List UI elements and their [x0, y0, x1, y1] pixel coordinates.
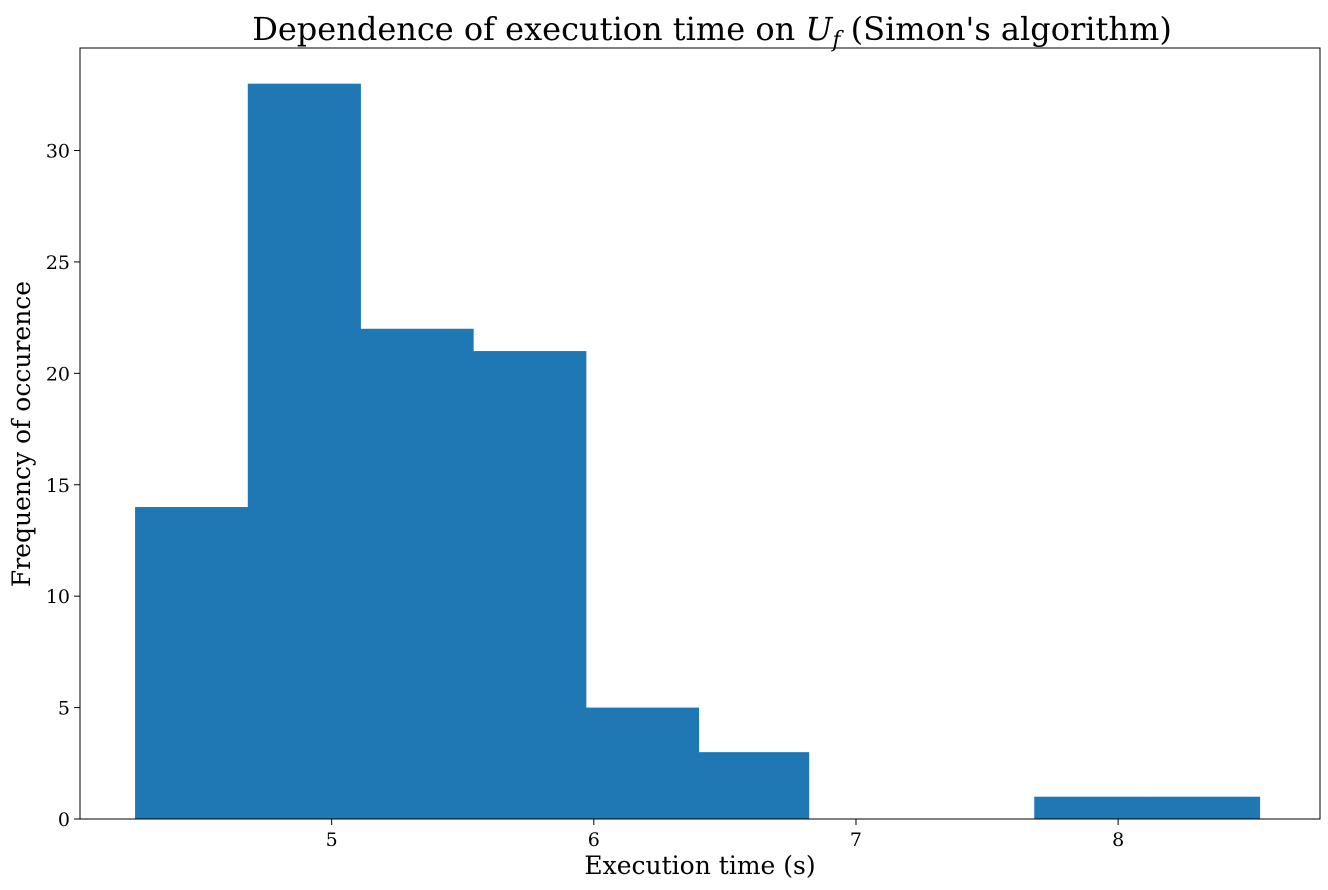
y-axis-ticks: 0 5 10 15 20 25 30	[46, 141, 80, 831]
histogram-bar	[1146, 796, 1261, 819]
histogram-bar	[698, 752, 810, 819]
histogram-bar	[1034, 796, 1148, 819]
x-tick-label: 8	[1112, 829, 1124, 851]
histogram-bar	[473, 351, 587, 819]
x-axis-label: Execution time (s)	[584, 851, 815, 880]
x-tick-label: 5	[326, 829, 338, 851]
y-tick-label: 30	[46, 141, 70, 163]
axes-frame	[79, 47, 1321, 820]
y-tick-label: 0	[58, 809, 70, 831]
y-tick-label: 10	[46, 586, 70, 608]
x-axis-ticks: 5 6 7 8	[326, 819, 1124, 851]
y-tick-label: 5	[58, 698, 70, 720]
histogram-bar	[360, 328, 474, 819]
y-tick-label: 20	[46, 363, 70, 385]
x-tick-label: 6	[588, 829, 600, 851]
y-axis-label: Frequency of occurence	[7, 281, 36, 587]
y-tick-label: 25	[46, 252, 70, 274]
y-tick-label: 15	[46, 475, 70, 497]
x-tick-label: 7	[850, 829, 862, 851]
histogram-bar	[135, 507, 249, 819]
bars-group	[135, 83, 1261, 819]
histogram-bar	[247, 83, 361, 819]
histogram-bar	[585, 707, 700, 819]
chart-title: Dependence of execution time on Uf (Simo…	[252, 10, 1172, 53]
